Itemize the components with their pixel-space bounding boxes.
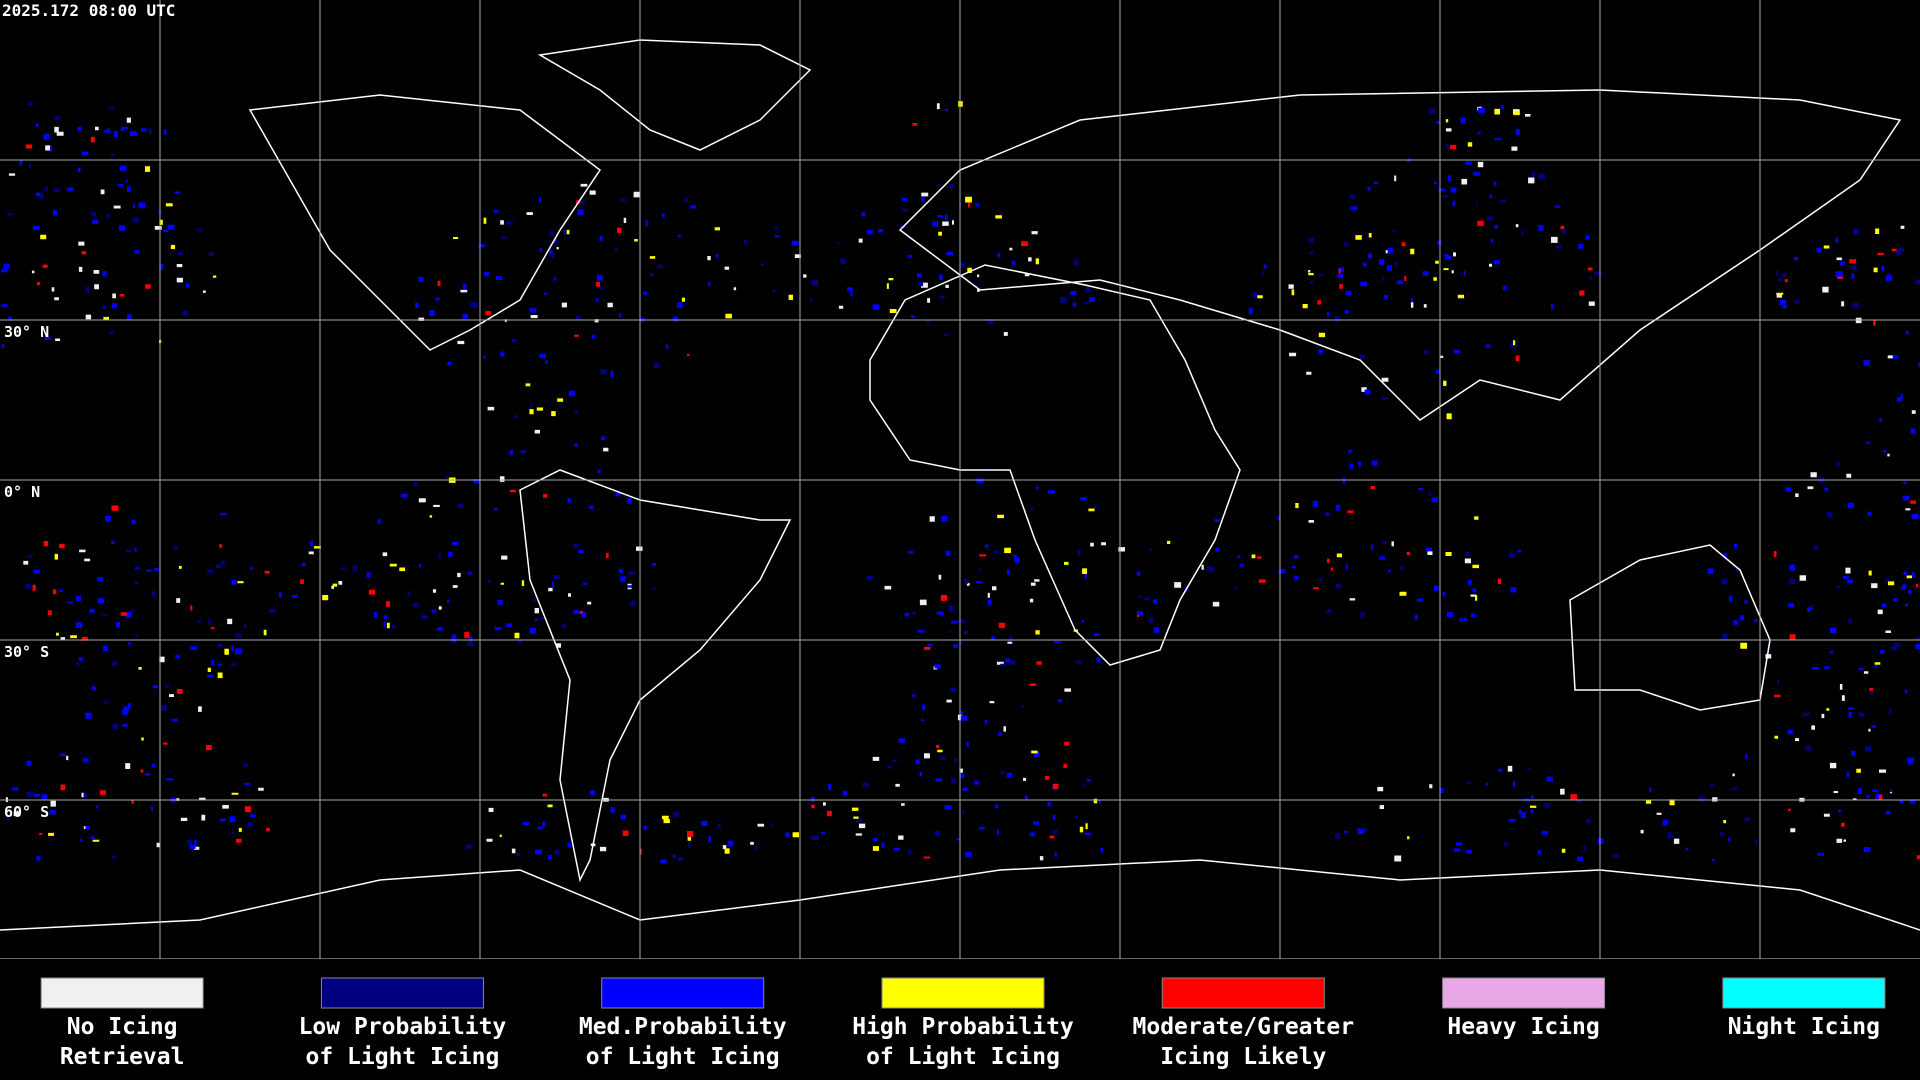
legend-label: Med.Probability [579,1014,787,1040]
coast-north-america [248,94,602,351]
legend-swatch [601,977,765,1009]
legend-swatch [881,977,1045,1009]
legend-swatch [1722,977,1886,1009]
legend-swatch [1161,977,1325,1009]
legend-label: of Light Icing [586,1044,780,1070]
legend-label: Moderate/Greater [1133,1014,1355,1040]
legend-label: No Icing [67,1014,178,1040]
graticule [0,0,1920,960]
legend-label: Low Probability [299,1014,507,1040]
latitude-label: 60° S [4,803,49,821]
legend: No Icing Retrieval Low Probability of Light… [40,977,1886,1070]
legend-label: Retrieval [60,1044,185,1070]
legend-swatch [320,977,484,1009]
legend-label: Icing Likely [1160,1044,1326,1070]
legend-label: Night Icing [1728,1014,1880,1040]
legend-label: High Probability [852,1014,1074,1040]
latitude-label: 30° S [4,643,49,661]
icing-pixels [1,101,1920,864]
legend-label: of Light Icing [866,1044,1060,1070]
coast-eurasia [898,89,1902,421]
latitude-label: 30° N [4,323,49,341]
coast-antarctica [0,859,1920,931]
timestamp: 2025.172 08:00 UTC [2,1,175,20]
legend-swatch [1442,977,1606,1009]
legend-label: of Light Icing [305,1044,499,1070]
legend-swatch [40,977,204,1009]
legend-label: Heavy Icing [1447,1014,1599,1040]
coast-australia [1569,544,1771,711]
icing-pixel-group [1,105,1920,864]
coast-greenland [537,39,812,151]
latitude-label: 0° N [4,483,40,501]
